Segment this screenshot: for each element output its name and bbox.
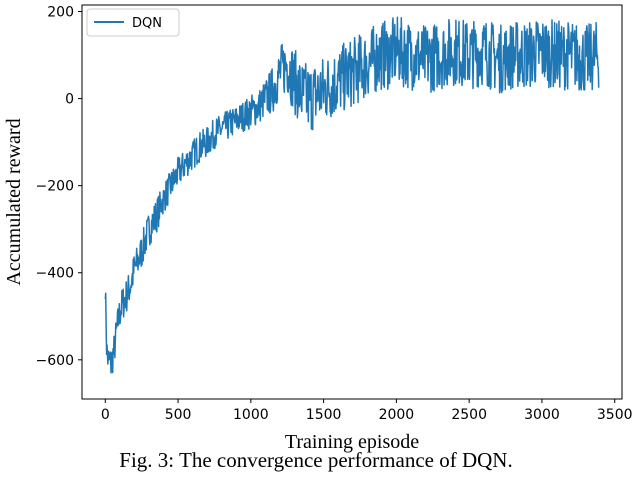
legend-box — [86, 8, 180, 37]
y-tick-label: −600 — [36, 353, 74, 369]
axes — [81, 4, 623, 400]
legend: DQN — [86, 8, 180, 37]
x-tick-label: 0 — [101, 407, 110, 423]
y-tick-label: 0 — [65, 92, 74, 108]
x-tick-label: 1000 — [233, 407, 269, 423]
y-tick-label: 200 — [47, 5, 74, 21]
figure-caption: Fig. 3: The convergence performance of D… — [119, 448, 513, 472]
y-axis-label: Accumulated reward — [3, 118, 25, 285]
x-tick-label: 3000 — [524, 407, 560, 423]
tick-group: 0 500 1000 1500 2000 2500 3000 3500−600−400−200… — [36, 5, 632, 423]
plot-area — [104, 16, 600, 374]
y-tick-label: −400 — [36, 266, 74, 282]
x-tick-label: 1500 — [306, 407, 342, 423]
plot-frame — [81, 4, 623, 400]
x-tick-label: 2000 — [379, 407, 415, 423]
legend-label: DQN — [132, 16, 162, 31]
x-tick-label: 500 — [165, 407, 192, 423]
x-tick-label: 2500 — [451, 407, 487, 423]
y-tick-label: −200 — [36, 179, 74, 195]
series-line-dqn — [104, 16, 600, 374]
x-tick-label: 3500 — [597, 407, 632, 423]
x-axis-label: Training episode — [285, 431, 419, 453]
